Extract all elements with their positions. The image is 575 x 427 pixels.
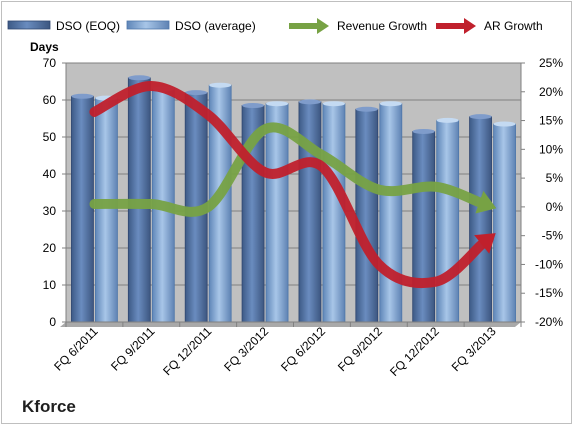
bar	[355, 106, 379, 323]
bar-body	[71, 95, 94, 323]
legend-swatch-arrowhead	[464, 18, 476, 34]
bar	[379, 101, 403, 323]
bar-top	[379, 101, 402, 107]
revenue-growth-line	[89, 122, 485, 217]
bar	[71, 93, 94, 323]
legend-label: Revenue Growth	[337, 19, 427, 33]
bar	[208, 82, 232, 323]
legend-label: AR Growth	[484, 19, 543, 33]
legend-item: DSO (average)	[126, 19, 256, 33]
bar	[265, 101, 289, 323]
legend-item: AR Growth	[436, 18, 543, 34]
x-tick-label: FQ 9/2012	[335, 324, 385, 374]
x-tick-label: FQ 12/2012	[387, 324, 442, 379]
legend-item: DSO (EOQ)	[7, 19, 120, 33]
bar-top	[355, 106, 378, 112]
legend-swatch-arrowhead	[317, 18, 329, 34]
bar-top	[298, 99, 321, 105]
legend-item: Revenue Growth	[289, 18, 427, 34]
y2-tick-label: 10%	[539, 142, 563, 156]
bar-body	[322, 103, 346, 323]
bar-top	[322, 101, 345, 107]
bar-top	[128, 75, 151, 81]
bar	[298, 99, 322, 323]
y2-tick-label: -15%	[535, 286, 563, 300]
y-tick-label: 50	[43, 130, 57, 144]
bars	[71, 75, 516, 323]
x-tick-label: FQ 12/2011	[160, 324, 214, 378]
y2-tick-label: 15%	[539, 114, 563, 128]
x-tick-label: FQ 3/2012	[221, 324, 271, 374]
y-tick-label: 0	[49, 315, 56, 329]
y-tick-label: 10	[43, 278, 57, 292]
bar-top	[493, 121, 516, 127]
y2-tick-label: 20%	[539, 85, 563, 99]
ar-growth-line	[89, 81, 487, 289]
bar-body	[469, 116, 492, 323]
legend: DSO (EOQ) DSO (average) Revenue Growth AR G…	[7, 18, 543, 34]
bar-top	[185, 90, 208, 96]
y-tick-label: 40	[43, 167, 57, 181]
bar	[322, 101, 346, 323]
x-tick-label: FQ 3/2013	[449, 324, 499, 374]
y2-tick-label: -20%	[535, 315, 563, 329]
bar	[436, 117, 460, 323]
legend-label: DSO (EOQ)	[56, 19, 120, 33]
y-tick-label: 60	[43, 93, 57, 107]
y2-tick-label: 5%	[546, 171, 564, 185]
bar-body	[265, 103, 289, 323]
bar	[127, 75, 151, 323]
y-axis-label: Days	[30, 40, 59, 54]
bar-body	[355, 108, 379, 323]
growth-lines	[89, 81, 497, 289]
y2-tick-label: -5%	[542, 229, 564, 243]
bar-top	[412, 128, 435, 134]
bar-body	[95, 97, 118, 323]
y-tick-label: 30	[43, 204, 57, 218]
bar-body	[436, 119, 460, 323]
y2-tick-label: 0%	[546, 200, 564, 214]
bar-top	[266, 101, 289, 107]
bar-body	[412, 131, 436, 323]
legend-label: DSO (average)	[175, 19, 256, 33]
company-name: Kforce	[22, 397, 76, 416]
legend-swatch	[126, 20, 170, 30]
bar-body	[379, 103, 403, 323]
x-tick-label: FQ 6/2012	[278, 324, 328, 374]
y-tick-label: 20	[43, 241, 57, 255]
bar	[493, 121, 516, 323]
revenue-growth-arrowhead	[475, 190, 497, 214]
bar-body	[493, 123, 516, 323]
bar-top	[469, 114, 492, 120]
x-tick-label: FQ 9/2011	[108, 324, 158, 374]
ar-growth-arrowhead	[474, 233, 496, 254]
bar-body	[298, 101, 322, 323]
bar-top	[209, 82, 232, 88]
bar-top	[436, 117, 459, 123]
y2-tick-label: 25%	[539, 56, 563, 70]
plot-floor	[60, 322, 521, 327]
bar	[469, 114, 492, 323]
bar-top	[71, 93, 94, 99]
bar-top	[242, 103, 265, 109]
bar	[412, 128, 436, 323]
legend-swatch	[7, 20, 51, 30]
x-tick-label: FQ 6/2011	[51, 324, 101, 374]
y2-tick-label: -10%	[535, 257, 563, 271]
y-tick-label: 70	[43, 56, 57, 70]
